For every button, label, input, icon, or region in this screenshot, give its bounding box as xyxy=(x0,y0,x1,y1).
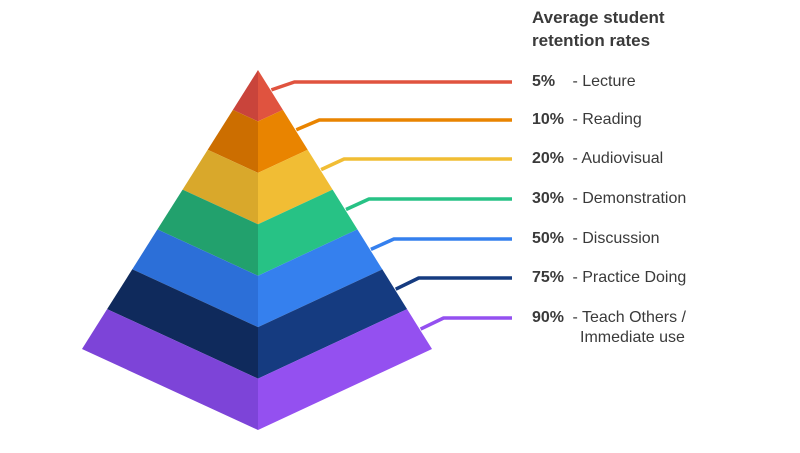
leader-line-4 xyxy=(345,197,512,212)
leader-line-5 xyxy=(370,237,512,251)
legend-label: Lecture xyxy=(582,73,636,90)
pyramid-layer-1-right-face xyxy=(258,70,283,122)
leader-line-3 xyxy=(320,157,512,172)
pyramid-layer-4-left-face xyxy=(157,189,258,276)
pyramid-layer-3-left-face xyxy=(182,149,258,225)
leader-lines xyxy=(270,80,512,331)
pyramid-layer-2-right-face xyxy=(258,109,308,173)
legend-percent: 10% xyxy=(532,111,565,128)
legend-label: Demonstration xyxy=(582,190,687,207)
legend-percent: 75% xyxy=(532,269,565,286)
pyramid-layer-3-right-face xyxy=(258,149,333,225)
leader-line-1 xyxy=(270,80,512,92)
pyramid-layer-5-right-face xyxy=(258,229,383,328)
legend-separator: - xyxy=(568,73,583,90)
pyramid-layer-7-left-face xyxy=(82,309,258,430)
pyramid-layer-4-right-face xyxy=(258,189,358,276)
legend-percent: 30% xyxy=(532,190,565,207)
legend-separator: - xyxy=(568,269,583,286)
pyramid-layer-2-left-face xyxy=(207,109,258,173)
legend-label-line2: Immediate use xyxy=(580,329,685,346)
legend-percent: 20% xyxy=(532,150,565,167)
pyramid-layer-6-right-face xyxy=(258,269,408,379)
legend-separator: - xyxy=(568,190,583,207)
legend-percent: 50% xyxy=(532,230,565,247)
pyramid-layer-1-left-face xyxy=(232,70,258,122)
pyramid-layer-7-right-face xyxy=(258,309,432,430)
legend-item-reading: 10% - Reading xyxy=(532,110,642,130)
legend-percent: 5% xyxy=(532,73,556,90)
legend-item-discussion: 50% - Discussion xyxy=(532,229,660,249)
pyramid-layer-6-left-face xyxy=(107,269,258,379)
leader-line-6 xyxy=(394,276,512,291)
legend-label: Discussion xyxy=(582,230,660,247)
legend-label: Practice Doing xyxy=(582,269,687,286)
legend-item-teach-others: 90% - Teach Others / Immediate use xyxy=(532,308,686,348)
pyramid-layers xyxy=(82,70,432,430)
legend-label: Teach Others / xyxy=(581,309,686,326)
legend-title-line2: retention rates xyxy=(532,31,651,50)
legend-percent: 90% xyxy=(532,309,565,326)
legend-item-demonstration: 30% - Demonstration xyxy=(532,189,686,209)
legend-label: Reading xyxy=(582,111,642,128)
legend-separator: - xyxy=(568,230,583,247)
legend-label: Audiovisual xyxy=(581,150,664,167)
legend-separator: - xyxy=(568,309,582,326)
legend-title-line1: Average student xyxy=(532,8,665,27)
pyramid-layer-5-left-face xyxy=(132,229,258,328)
legend-separator: - xyxy=(568,111,583,128)
leader-line-2 xyxy=(295,118,512,132)
leader-line-7 xyxy=(419,316,512,331)
legend-item-practice-doing: 75% - Practice Doing xyxy=(532,268,686,288)
legend-item-lecture: 5% - Lecture xyxy=(532,72,636,92)
legend-separator: - xyxy=(568,150,582,167)
legend-item-audiovisual: 20% - Audiovisual xyxy=(532,149,663,169)
legend-title: Average student retention rates xyxy=(532,6,772,52)
